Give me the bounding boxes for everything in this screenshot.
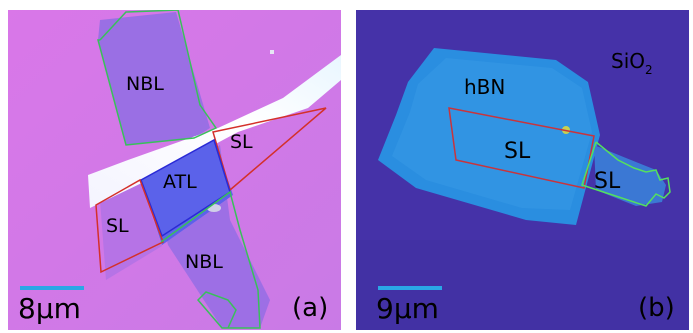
panel-a-micrograph: NBL SL ATL SL NBL 8μm (a) — [8, 10, 341, 330]
label-sl-left: SL — [106, 215, 129, 237]
sl-right-flake — [594, 145, 666, 206]
label-sio2: SiO2 — [611, 49, 653, 77]
nbl-bottom-outline — [160, 190, 261, 329]
sl-left-flake — [100, 180, 162, 280]
panel-a-tag: (a) — [292, 293, 328, 323]
label-sl-right: SL — [230, 131, 253, 153]
label-nbl-bottom: NBL — [185, 251, 223, 273]
debris-dot — [270, 50, 274, 54]
label-hbn: hBN — [464, 75, 505, 99]
atl-flake — [141, 140, 233, 245]
hbn-flake-highlight — [392, 58, 592, 210]
sl-right-outline-b — [581, 141, 671, 207]
label-sio2-subscript: 2 — [645, 63, 653, 77]
panel-b-micrograph: SiO2 hBN SL SL 9μm (b) — [356, 10, 689, 330]
nbl-top-flake — [98, 12, 210, 145]
label-atl: ATL — [163, 171, 197, 193]
label-nbl-top: NBL — [126, 73, 164, 95]
lower-substrate-shade — [356, 240, 689, 330]
scale-bar-a — [20, 286, 84, 290]
panel-b-tag: (b) — [638, 293, 675, 323]
sl-right-outline — [212, 107, 327, 192]
panel-b-svg: SiO2 hBN SL SL 9μm (b) — [356, 10, 689, 330]
nbl-top-outline — [97, 10, 218, 146]
label-sl-right-b: SL — [594, 169, 621, 194]
sl-center-outline — [448, 107, 595, 189]
scale-bar-a-label: 8μm — [18, 292, 81, 325]
sl-left-outline — [95, 178, 164, 274]
scale-bar-b — [378, 286, 442, 290]
scale-bar-b-label: 9μm — [376, 292, 439, 325]
label-sl-center: SL — [504, 139, 531, 164]
panel-a-svg: NBL SL ATL SL NBL 8μm (a) — [8, 10, 341, 330]
